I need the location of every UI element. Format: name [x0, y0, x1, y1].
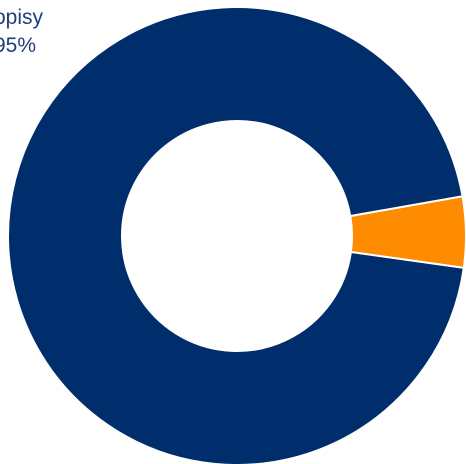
donut-slice-opisy	[7, 6, 465, 464]
slice-label-percent: 95%	[0, 34, 37, 57]
slice-label-name: opisy	[0, 6, 44, 29]
